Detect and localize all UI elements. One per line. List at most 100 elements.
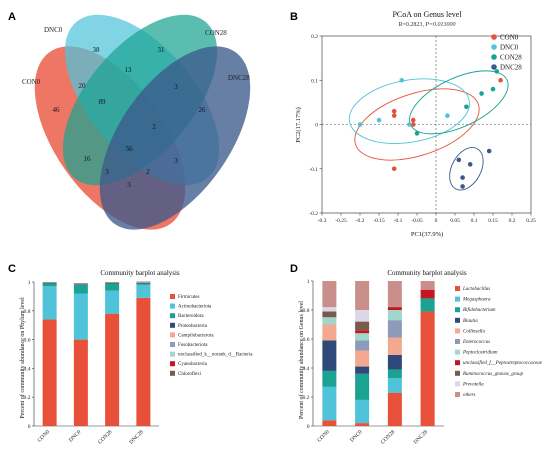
pcoa-point-dnc0 — [376, 117, 382, 123]
legend-label: Ruminococcus_gnavus_group — [462, 372, 524, 377]
venn-count: 26 — [199, 106, 207, 114]
pcoa-ellipse-dnc28 — [449, 147, 484, 191]
bar-segment — [355, 373, 370, 400]
bar-segment — [42, 319, 57, 426]
legend-label: unclassified_k__norank_d__Bacteria — [178, 353, 253, 358]
legend-label: Chloroflexi — [178, 372, 202, 377]
bar-segment — [136, 282, 151, 284]
legend-label: Lactobacillus — [462, 287, 490, 292]
legend-swatch — [170, 351, 175, 357]
venn-count: 2 — [152, 123, 156, 131]
venn-set-label: CON28 — [205, 29, 227, 37]
pcoa-y-tick-label: 0.2 — [311, 34, 318, 40]
legend-label: Bacteroidota — [178, 314, 204, 319]
legend-label: Cyanobacteria — [178, 362, 208, 367]
bar-segment — [42, 286, 57, 320]
pcoa-point-con28 — [464, 104, 469, 110]
pcoa-x-tick-label: 0.25 — [526, 218, 536, 224]
pcoa-subtitle-r: R=0.2823, — [398, 22, 425, 28]
legend-label: Firmicutes — [178, 295, 199, 300]
pcoa-legend-label: DNC28 — [500, 64, 522, 72]
bar-segment — [322, 340, 337, 371]
bar-segment — [387, 281, 402, 308]
bar-segment — [387, 307, 402, 310]
legend-label: Megasphaera — [462, 298, 491, 303]
venn-count: 2 — [146, 168, 150, 176]
bar-segment — [136, 284, 151, 298]
chart-x-tick-label: CON28 — [380, 429, 397, 446]
pcoa-legend: CON0 DNC0 CON28 DNC28 — [491, 34, 522, 72]
chart-x-tick-label: DNC28 — [413, 429, 430, 446]
pcoa-y-tick-label: -0.2 — [309, 211, 318, 217]
bar-segment — [387, 392, 402, 426]
legend-label: unclassified_f__Peptostreptococcaceae — [463, 361, 543, 366]
chart-y-tick-label: 0.4 — [303, 366, 310, 372]
pcoa-point-con28 — [479, 91, 484, 96]
legend-swatch — [170, 303, 175, 309]
pcoa-legend-label: CON0 — [500, 34, 519, 42]
chart-d-marks: 0 0.2 0.4 0.6 0.8 1 CON0 DNC0 CON28 DNC28 Lactobac… — [303, 279, 543, 446]
pcoa-x-tick-label: -0.05 — [411, 218, 423, 224]
pcoa-x-tick-label: -0.25 — [335, 218, 347, 224]
legend-swatch — [455, 370, 460, 376]
venn-count: 13 — [125, 66, 133, 74]
pcoa-x-tick-label: 0.1 — [471, 218, 478, 224]
chart-y-tick-label: 0.2 — [24, 395, 31, 401]
bar-segment — [73, 284, 88, 285]
venn-count: 38 — [93, 46, 101, 54]
legend-swatch — [170, 332, 175, 338]
bar-segment — [420, 281, 435, 290]
pcoa-x-tick-label: 0.05 — [450, 218, 460, 224]
pcoa-point-dnc28 — [486, 148, 492, 154]
bar-segment — [387, 320, 402, 338]
bar-segment — [387, 337, 402, 355]
bar-segment — [322, 317, 337, 325]
bar-segment — [322, 370, 337, 387]
legend-swatch — [170, 322, 175, 328]
legend-label: Peptoclostridium — [462, 351, 498, 356]
bar-segment — [355, 399, 370, 424]
bar-segment — [387, 354, 402, 370]
bar-segment — [105, 283, 120, 291]
pcoa-point-dnc0 — [407, 122, 412, 127]
bar-segment — [322, 386, 337, 421]
bar-segment — [136, 297, 151, 426]
chart-d-title: Community barplot analysis — [387, 269, 467, 277]
legend-swatch — [455, 328, 460, 334]
chart-y-tick-label: 0.4 — [24, 366, 31, 372]
pcoa-legend-label: DNC0 — [500, 44, 519, 52]
pcoa-point-dnc28 — [456, 157, 462, 163]
bar-segment — [322, 324, 337, 341]
panel-a-letter: A — [8, 11, 16, 23]
legend-swatch — [455, 349, 460, 355]
pcoa-point-con0 — [498, 77, 503, 83]
bar-segment — [105, 290, 120, 314]
chart-x-tick-label: DNC28 — [128, 429, 145, 446]
bar-segment — [355, 321, 370, 331]
bar-segment — [355, 350, 370, 367]
venn-diagram: A CON0 DNC0 CON28 DNC28 46 38 31 26 20 1… — [8, 11, 250, 230]
pcoa-point-dnc28 — [467, 162, 473, 167]
pcoa-point-con0 — [391, 113, 397, 118]
legend-swatch — [170, 294, 175, 299]
pcoa-point-con0 — [410, 117, 416, 123]
venn-set-label: DNC0 — [44, 26, 63, 34]
legend-swatch — [455, 286, 460, 291]
pcoa-marks: -0.3 -0.25 -0.2 -0.15 -0.1 -0.05 0 0.05 0.1 0.15 0… — [309, 34, 536, 224]
legend-swatch — [455, 296, 460, 302]
chart-x-tick-label: CON0 — [37, 429, 52, 444]
bar-segment — [136, 283, 151, 285]
legend-swatch — [170, 361, 175, 367]
pcoa-legend-marker — [491, 34, 497, 40]
chart-y-tick-label: 0.6 — [24, 338, 31, 344]
venn-count: 3 — [127, 181, 131, 189]
pcoa-x-tick-label: 0.2 — [509, 218, 516, 224]
pcoa-x-tick-label: 0 — [435, 218, 438, 224]
venn-set-label: DNC28 — [228, 74, 250, 82]
pcoa-point-dnc28 — [460, 184, 465, 189]
legend-label: Fusobacteriota — [178, 343, 208, 348]
legend-swatch — [455, 360, 460, 366]
legend-label: Campilobacterota — [178, 333, 214, 338]
bar-segment — [387, 310, 402, 321]
